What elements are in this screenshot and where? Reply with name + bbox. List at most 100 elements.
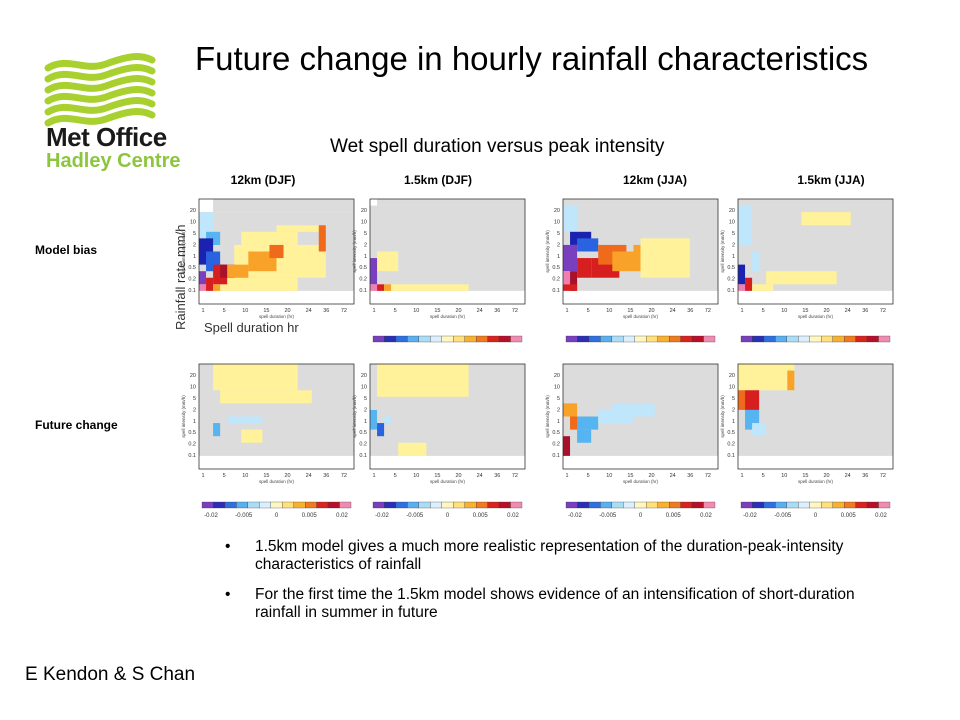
heatmap-cell-region <box>766 271 837 285</box>
logo-stripe <box>44 97 156 116</box>
row-header-model-bias: Model bias <box>35 243 98 257</box>
panel-x-axis-label: spell duration (hr) <box>798 479 834 484</box>
x-tick-label: 1 <box>565 473 568 479</box>
y-tick-label: 10 <box>361 220 367 226</box>
y-tick-label: 20 <box>361 208 367 214</box>
colorbar-tick-label: 0.005 <box>666 513 682 519</box>
heatmap-frame <box>737 198 894 305</box>
panel-y-axis-label: spell intensity (mm/h) <box>545 230 550 273</box>
heatmap-cell-region <box>325 277 354 291</box>
x-tick-label: 20 <box>823 473 829 479</box>
y-tick-label: 20 <box>190 373 196 379</box>
colorbar-segment <box>510 335 523 343</box>
x-tick-label: 24 <box>477 473 483 479</box>
colorbar-segment <box>372 501 385 509</box>
y-tick-label: 0.5 <box>552 430 560 436</box>
heatmap-cell-region <box>738 364 795 391</box>
colorbar-tick-label: 0.005 <box>473 513 489 519</box>
y-tick-label: 2 <box>364 242 367 248</box>
heatmap-cell-region <box>206 277 214 291</box>
colorbar-segment <box>740 335 753 343</box>
y-tick-label: 0.1 <box>188 453 196 459</box>
x-tick-label: 36 <box>687 308 693 314</box>
logo-subtitle: Hadley Centre <box>46 150 181 172</box>
x-tick-label: 72 <box>880 308 886 314</box>
colorbar-segment <box>669 335 681 343</box>
colorbar-tick-label: 0.02 <box>700 513 712 519</box>
colorbar-segment <box>786 335 799 343</box>
heatmap-cell-region <box>370 258 378 285</box>
colorbar-segment <box>510 501 523 509</box>
y-tick-label: 1 <box>732 254 735 260</box>
heatmap-frame <box>369 363 526 470</box>
heatmap-cell-region <box>563 205 578 232</box>
colorbar-segment <box>634 335 647 343</box>
y-tick-label: 0.1 <box>359 288 367 294</box>
colorbar-segment <box>657 335 670 343</box>
y-tick-label: 5 <box>732 396 735 402</box>
colorbar-segment <box>855 501 868 509</box>
heatmap-cell-region <box>563 244 578 272</box>
x-tick-label: 20 <box>455 473 461 479</box>
colorbar-segment <box>878 501 891 509</box>
x-tick-label: 36 <box>323 308 329 314</box>
colorbar-tick-label: -0.005 <box>599 513 617 519</box>
panel-y-axis-label: spell intensity (mm/h) <box>720 230 725 273</box>
heatmap-cell-region <box>787 370 795 391</box>
panel-x-axis-label: spell duration (hr) <box>259 479 295 484</box>
colorbar-segment <box>372 335 385 343</box>
panel-y-axis-label: spell intensity (mm/h) <box>720 395 725 438</box>
x-tick-label: 5 <box>394 308 397 314</box>
colorbar-segment <box>809 335 822 343</box>
colorbar-segment <box>634 501 647 509</box>
y-tick-label: 10 <box>554 220 560 226</box>
logo-stripe <box>44 64 156 83</box>
x-tick-label: 5 <box>587 473 590 479</box>
x-tick-label: 24 <box>670 308 676 314</box>
x-tick-label: 20 <box>455 308 461 314</box>
logo-stripe <box>44 108 156 127</box>
y-tick-label: 10 <box>190 385 196 391</box>
heatmap-cell-region <box>738 264 746 285</box>
heatmap-cell-region <box>227 416 263 424</box>
heatmap-cell-region <box>801 212 851 226</box>
heatmap-cell-region <box>563 271 571 285</box>
y-tick-label: 0.5 <box>359 265 367 271</box>
colorbar-segment <box>487 335 500 343</box>
x-tick-label: 20 <box>648 308 654 314</box>
column-header-12km-jja: 12km (JJA) <box>622 173 688 187</box>
colorbar-tick-label: -0.02 <box>204 513 218 519</box>
x-tick-label: 36 <box>862 308 868 314</box>
x-tick-label: 1 <box>372 473 375 479</box>
colorbar-segment <box>224 501 237 509</box>
colorbar-segment <box>407 335 419 343</box>
heatmap-cell-region <box>563 403 578 417</box>
heatmap-cell-region <box>213 284 221 291</box>
x-tick-label: 24 <box>306 473 312 479</box>
x-tick-label: 72 <box>880 473 886 479</box>
colorbar-segment <box>691 501 704 509</box>
colorbar-segment <box>418 501 431 509</box>
colorbar-segment <box>441 335 454 343</box>
x-tick-label: 72 <box>512 308 518 314</box>
colorbar-segment <box>855 335 868 343</box>
x-axis-overlay-label: Spell duration hr <box>204 320 299 335</box>
y-tick-label: 10 <box>361 385 367 391</box>
x-tick-label: 5 <box>762 308 765 314</box>
y-tick-label: 1 <box>193 254 196 260</box>
heatmap-frame <box>737 363 894 470</box>
heatmap-cell-region <box>384 416 392 424</box>
heatmap-cell-region <box>377 364 469 397</box>
heatmap-cell-region <box>241 231 298 245</box>
colorbar-segment <box>878 335 891 343</box>
heatmap-cell-region <box>612 403 655 417</box>
column-header-1-5km-jja: 1.5km (JJA) <box>797 173 865 187</box>
y-tick-label: 5 <box>557 231 560 237</box>
bullet-item: For the first time the 1.5km model shows… <box>225 586 865 622</box>
heatmap-frame <box>198 363 355 470</box>
x-tick-label: 15 <box>434 308 440 314</box>
heatmap-cell-region <box>276 225 326 232</box>
colorbar-segment <box>588 501 601 509</box>
x-tick-label: 15 <box>627 473 633 479</box>
